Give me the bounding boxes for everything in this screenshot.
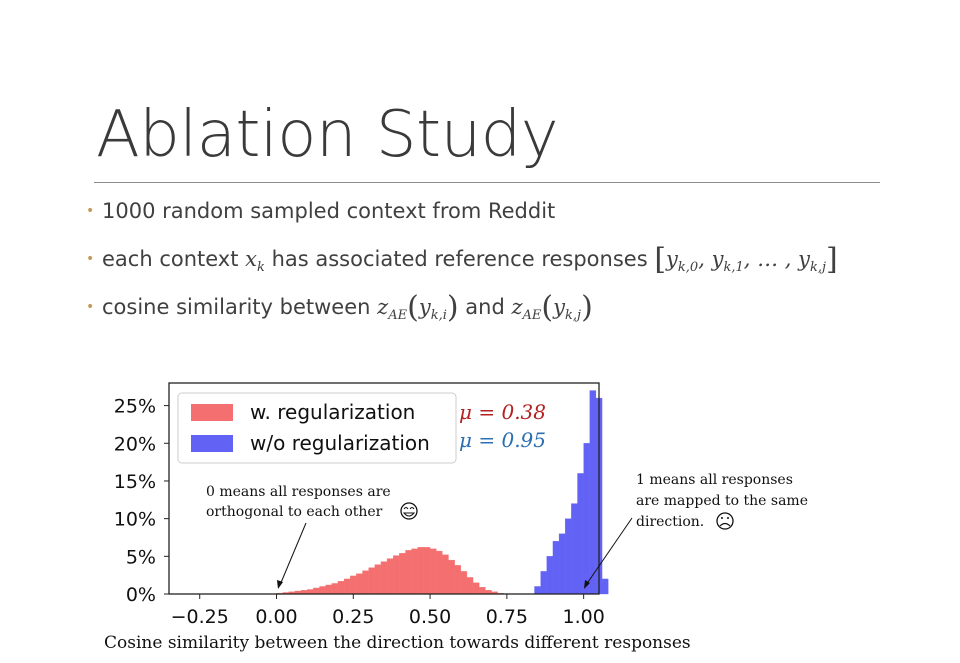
histogram-bar (325, 584, 332, 595)
bullet-dot-icon: • (86, 299, 95, 315)
histogram-bar (331, 583, 339, 595)
annotation-arrow-zero (277, 522, 307, 589)
x-tick-label: 0.75 (486, 606, 528, 628)
histogram-bar (436, 550, 443, 595)
histogram-bar (558, 533, 566, 595)
y-axis: 0% 5% 10% 15% 20% 25% (114, 396, 169, 606)
y-tick-label: 5% (126, 546, 156, 568)
histogram-bar (448, 559, 455, 595)
histogram-bar (442, 554, 449, 595)
histogram-bar (552, 541, 560, 595)
histogram-bar (307, 589, 314, 595)
histogram-bar (386, 558, 394, 595)
y-tick-label: 0% (126, 584, 156, 606)
math-var-x: xk (245, 247, 265, 275)
bullet-dot-icon: • (86, 251, 95, 267)
histogram-bar (374, 564, 382, 595)
x-tick-label: 0.00 (255, 606, 297, 628)
histogram-bar (368, 567, 375, 595)
note-one-line2: are mapped to the same (636, 493, 808, 509)
histogram-bar (466, 577, 474, 595)
histogram-bar (356, 573, 363, 595)
bullet-item: • cosine similarity between zAE(yk,i) an… (86, 292, 838, 340)
histogram-bar (411, 548, 418, 595)
note-zero-line1: 0 means all responses are (206, 484, 391, 500)
histogram-bar (565, 518, 572, 595)
bullet-item: • 1000 random sampled context from Reddi… (86, 196, 838, 244)
legend-label-noreg: w/o regularization (250, 431, 430, 455)
math-z-ae-yki: zAE(yk,i) (377, 290, 459, 325)
histogram-bar (350, 575, 357, 595)
x-tick-label: 1.00 (562, 606, 604, 628)
annotation-arrow-one (584, 517, 633, 589)
histogram-bar (417, 547, 425, 595)
series-w-regularization (276, 547, 511, 595)
chart-caption: Cosine similarity between the direction … (104, 633, 691, 653)
bullet-item: • each context xk has associated referen… (86, 244, 838, 292)
mu-noreg-annotation: μ = 0.95 (459, 428, 546, 452)
histogram-bar (460, 571, 468, 595)
math-response-sequence: [yk,0, yk,1, … , yk,j] (654, 242, 838, 277)
sad-face-icon (716, 512, 734, 530)
bullet-dot-icon: • (86, 203, 95, 219)
x-tick-label: 0.25 (332, 606, 374, 628)
histogram-bar (577, 473, 584, 595)
y-tick-label: 15% (114, 471, 156, 493)
histogram-bar (313, 587, 320, 595)
chart-legend: w. regularization w/o regularization (177, 392, 457, 464)
y-tick-label: 25% (114, 396, 156, 418)
histogram-bar (399, 553, 406, 595)
bullet-list: • 1000 random sampled context from Reddi… (86, 196, 838, 340)
bullet-text: 1000 random sampled context from Reddit (102, 199, 556, 223)
note-one-line3: direction. (636, 514, 704, 530)
histogram-bar (423, 547, 431, 595)
x-axis: −0.25 0.00 0.25 0.50 0.75 1.00 (171, 594, 605, 628)
histogram-bar (337, 581, 345, 595)
histogram-bar (589, 390, 597, 595)
histogram-bar (405, 550, 412, 595)
histogram-bar (540, 571, 547, 595)
y-tick-label: 20% (114, 433, 156, 455)
histogram-bar (429, 548, 437, 595)
histogram-bar (454, 565, 461, 595)
x-tick-label: 0.50 (409, 606, 451, 628)
bullet-text: each context (102, 247, 246, 271)
math-z-ae-ykj: zAE(yk,j) (511, 290, 593, 325)
plot-frame (168, 382, 600, 595)
histogram-chart: 0% 5% 10% 15% 20% 25% −0.25 0.00 0.25 0.50 0.75 1.… (114, 382, 808, 628)
histogram-bar (393, 555, 400, 595)
legend-swatch-noreg (191, 435, 233, 452)
legend-box (177, 392, 457, 464)
legend-label-reg: w. regularization (250, 400, 415, 424)
histogram-bar (479, 587, 486, 595)
histogram-bar (380, 561, 388, 595)
slide-title: Ablation Study (96, 98, 559, 172)
histogram-bar (546, 556, 554, 595)
happy-face-icon (400, 502, 418, 520)
note-one-line1: 1 means all responses (636, 472, 793, 488)
bullet-text: and (458, 295, 512, 319)
mu-reg-annotation: μ = 0.38 (459, 400, 546, 424)
histogram-bar (583, 443, 590, 595)
series-wo-regularization (534, 390, 609, 595)
histogram-bar (319, 586, 326, 595)
bullet-text: cosine similarity between (102, 295, 378, 319)
title-divider (94, 182, 880, 183)
histogram-bar (343, 578, 351, 595)
histogram-bar (534, 586, 541, 595)
y-tick-label: 10% (114, 509, 156, 531)
histogram-bar (362, 570, 369, 595)
legend-swatch-reg (191, 404, 233, 421)
histogram-bar (472, 582, 480, 595)
note-zero-line2: orthogonal to each other (206, 504, 383, 520)
bullet-text: has associated reference responses (264, 247, 655, 271)
x-tick-label: −0.25 (171, 606, 229, 628)
histogram-bar (571, 503, 578, 595)
histogram-bar (601, 578, 609, 595)
